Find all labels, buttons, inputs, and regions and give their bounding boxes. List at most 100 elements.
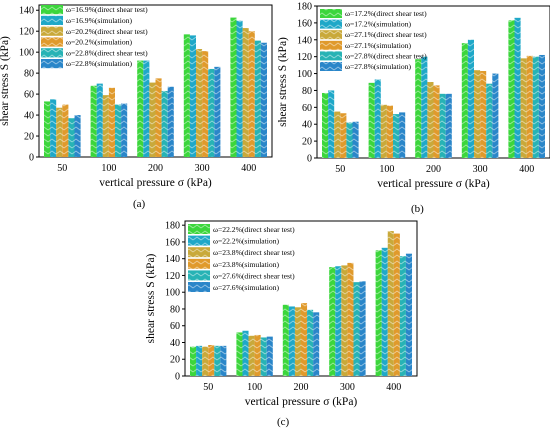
y-axis-title: shear stress S (kPa) [277, 37, 289, 127]
x-tick-label: 50 [203, 382, 213, 393]
bar [143, 60, 150, 157]
legend-swatch [188, 235, 210, 246]
bar [248, 335, 255, 376]
x-tick-label: 200 [148, 163, 163, 174]
legend-label: ω=20.2%(direct shear test) [66, 27, 148, 36]
legend-swatch [188, 224, 210, 234]
bar [526, 55, 533, 159]
bar [387, 231, 394, 376]
bar [359, 281, 366, 376]
x-tick-label: 300 [473, 164, 488, 175]
legend-swatch [41, 15, 63, 25]
bar [368, 82, 375, 158]
bar [380, 104, 387, 158]
bar [341, 265, 348, 376]
bar [56, 107, 63, 157]
bar [492, 73, 499, 158]
legend-swatch [41, 5, 63, 15]
bar [386, 105, 393, 158]
x-tick-label: 300 [195, 163, 210, 174]
y-tick-label: 80 [302, 86, 312, 97]
legend-label: ω=22.2%(direct shear test) [213, 225, 295, 234]
bar [236, 332, 243, 376]
legend-swatch [320, 62, 342, 71]
bar [508, 20, 515, 158]
bar [167, 86, 174, 157]
bar [346, 122, 353, 158]
bar [486, 83, 493, 158]
bar [96, 83, 103, 157]
y-tick-label: 0 [29, 153, 34, 164]
y-tick-label: 20 [170, 355, 180, 366]
bar [208, 68, 215, 157]
bar [374, 79, 381, 158]
bar [427, 82, 434, 158]
bar [461, 43, 468, 158]
bar [62, 104, 69, 157]
y-axis-title: shear stress S (kPa) [145, 253, 157, 343]
legend-swatch [188, 270, 210, 281]
legend-label: ω=27.8%(simulation) [345, 62, 411, 71]
x-tick-label: 200 [426, 164, 441, 175]
bar [340, 113, 347, 158]
y-tick-label: 180 [165, 221, 180, 232]
y-tick-label: 140 [19, 6, 34, 17]
x-axis-title: vertical pressure σ (kPa) [99, 177, 212, 189]
y-tick-label: 120 [19, 27, 34, 38]
bar [282, 304, 289, 376]
y-tick-label: 120 [165, 271, 180, 282]
legend-label: ω=16.9%(direct shear test) [66, 5, 148, 14]
bar [415, 59, 422, 159]
bar [313, 312, 320, 376]
legend-label: ω=23.8%(direct shear test) [213, 248, 295, 257]
legend-label: ω=22.2%(simulation) [213, 237, 279, 246]
bar [480, 71, 487, 158]
y-tick-label: 180 [297, 2, 312, 13]
bar [242, 28, 249, 157]
legend-swatch [188, 247, 210, 258]
bar [230, 17, 237, 157]
bar [335, 266, 342, 376]
y-tick-label: 60 [170, 321, 180, 332]
bar [260, 337, 267, 376]
legend-swatch [41, 26, 63, 36]
bar [74, 115, 81, 157]
bar [155, 78, 162, 157]
y-tick-label: 140 [165, 254, 180, 265]
x-tick-label: 400 [519, 164, 534, 175]
legend-swatch [188, 258, 210, 269]
bar [102, 95, 109, 157]
legend-swatch [41, 48, 63, 58]
x-tick-label: 400 [386, 382, 401, 393]
bar [196, 49, 203, 157]
bar [189, 35, 196, 157]
legend-label: ω=27.1%(simulation) [345, 41, 411, 50]
bar [214, 345, 221, 376]
panel-caption-a: (a) [133, 198, 146, 210]
y-tick-label: 80 [24, 69, 34, 80]
x-tick-label: 300 [340, 382, 355, 393]
bar [353, 282, 360, 376]
y-tick-label: 160 [297, 18, 312, 29]
y-tick-label: 100 [19, 48, 34, 59]
legend-swatch [188, 282, 210, 292]
legend-label: ω=23.8%(simulation) [213, 260, 279, 269]
y-tick-label: 40 [302, 120, 312, 131]
legend: ω=16.9%(direct shear test) ω=16.9%(simula… [41, 5, 148, 69]
bar [399, 256, 406, 376]
bar [108, 87, 115, 157]
legend-swatch [41, 59, 63, 69]
panel-caption-c: (c) [277, 416, 290, 428]
bar [149, 82, 156, 157]
legend-label: ω=27.6%(direct shear test) [213, 271, 295, 280]
legend: ω=17.2%(direct shear test) ω=17.2%(simula… [320, 9, 427, 71]
bar [405, 253, 412, 376]
bar [266, 336, 273, 376]
bar [236, 20, 243, 158]
bar [242, 330, 249, 376]
legend: ω=22.2%(direct shear test) ω=22.2%(simula… [188, 224, 295, 292]
bar [393, 233, 400, 376]
y-tick-label: 0 [175, 372, 180, 383]
x-tick-label: 200 [294, 382, 309, 393]
bar-chart-c: 0 20 40 60 80 100 120 140 160 180 50 100 200 300 400 ve… [145, 220, 418, 408]
